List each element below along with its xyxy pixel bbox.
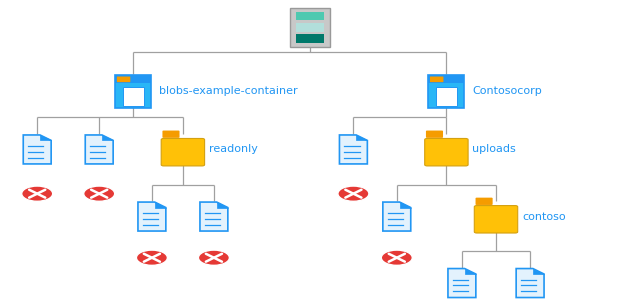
Polygon shape <box>516 269 544 298</box>
Polygon shape <box>102 135 113 140</box>
FancyBboxPatch shape <box>290 8 330 47</box>
Circle shape <box>136 250 167 265</box>
Circle shape <box>84 186 115 201</box>
FancyBboxPatch shape <box>425 138 468 166</box>
Bar <box>296 12 324 20</box>
Polygon shape <box>448 269 476 298</box>
Bar <box>296 23 324 32</box>
Polygon shape <box>217 202 228 208</box>
Polygon shape <box>465 269 476 274</box>
Circle shape <box>198 250 229 265</box>
FancyBboxPatch shape <box>426 131 443 138</box>
Circle shape <box>381 250 412 265</box>
Polygon shape <box>86 135 113 164</box>
Bar <box>428 75 464 83</box>
FancyBboxPatch shape <box>161 138 205 166</box>
FancyBboxPatch shape <box>115 75 151 108</box>
Polygon shape <box>356 135 367 140</box>
Circle shape <box>22 186 53 201</box>
FancyBboxPatch shape <box>428 75 464 108</box>
Text: uploads: uploads <box>472 145 516 154</box>
FancyBboxPatch shape <box>474 206 518 233</box>
Polygon shape <box>24 135 51 164</box>
Bar <box>296 34 324 43</box>
Polygon shape <box>155 202 166 208</box>
Polygon shape <box>399 202 410 208</box>
Polygon shape <box>340 135 367 164</box>
FancyBboxPatch shape <box>476 198 493 205</box>
Bar <box>123 87 144 106</box>
Polygon shape <box>40 135 51 140</box>
Text: contoso: contoso <box>522 212 565 221</box>
Text: Contosocorp: Contosocorp <box>472 87 542 96</box>
Polygon shape <box>383 202 410 231</box>
Circle shape <box>338 186 369 201</box>
Text: blobs-example-container: blobs-example-container <box>159 87 298 96</box>
Polygon shape <box>533 269 544 274</box>
Bar <box>436 87 457 106</box>
FancyBboxPatch shape <box>430 77 443 82</box>
Text: readonly: readonly <box>209 145 258 154</box>
FancyBboxPatch shape <box>117 77 130 82</box>
Bar <box>115 75 151 83</box>
FancyBboxPatch shape <box>162 131 180 138</box>
Polygon shape <box>200 202 228 231</box>
Polygon shape <box>138 202 166 231</box>
